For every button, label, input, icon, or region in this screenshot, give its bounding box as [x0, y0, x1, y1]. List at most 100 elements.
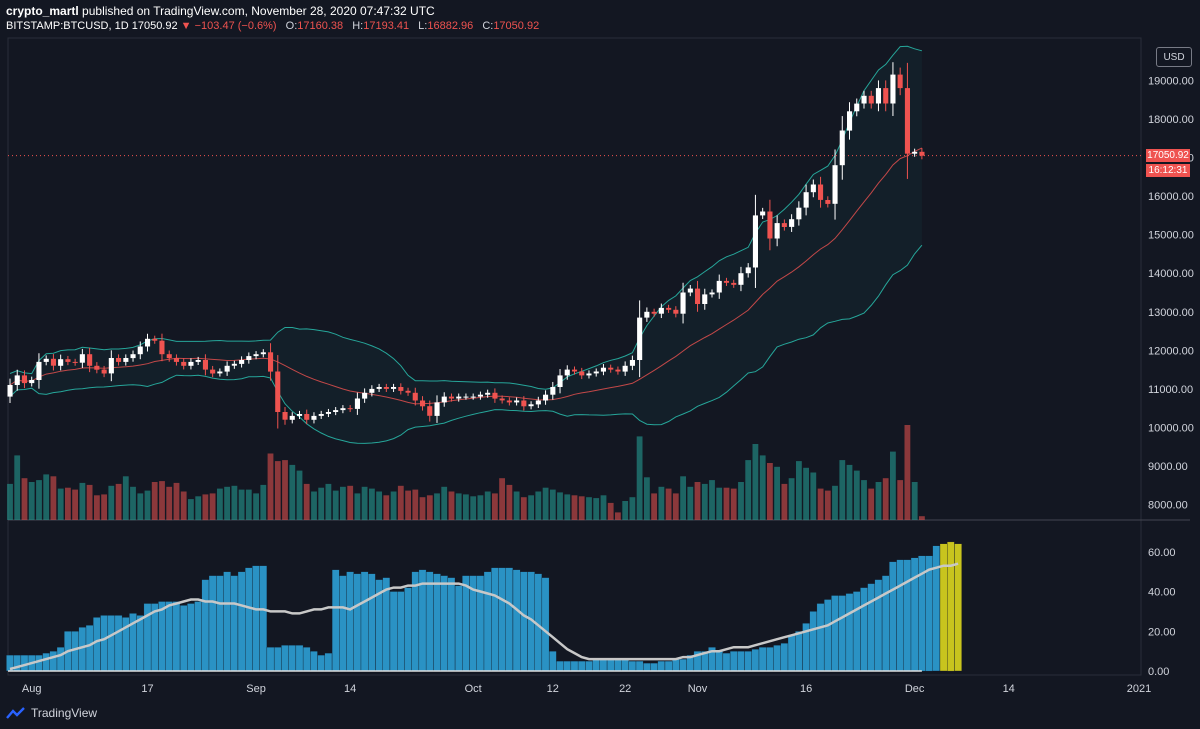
oscillator-bar: [599, 658, 608, 672]
oscillator-bar: [433, 573, 441, 672]
price-tick-label: 10000.00: [1148, 423, 1194, 435]
candle: [79, 348, 85, 368]
oscillator-bar: [621, 658, 629, 672]
oscillator-bar: [954, 543, 962, 672]
candle-body: [29, 380, 35, 384]
volume-bar: [173, 482, 180, 520]
candle-body: [369, 388, 375, 393]
candle: [781, 219, 787, 231]
oscillator-histogram: [6, 541, 962, 672]
volume-bar: [202, 494, 209, 521]
candle-body: [637, 317, 643, 360]
currency-badge[interactable]: USD: [1156, 47, 1192, 67]
candle-body: [362, 392, 368, 399]
candle: [275, 355, 281, 429]
oscillator-signal-line: [9, 562, 959, 671]
volume-bar: [644, 477, 650, 521]
candle-body: [745, 267, 751, 274]
time-tick-label: Dec: [905, 683, 925, 695]
candle: [304, 409, 310, 425]
candle-body: [854, 103, 860, 112]
volume-bar: [651, 493, 657, 520]
oscillator-bar: [353, 573, 362, 672]
oscillator-bar: [440, 575, 448, 672]
candle: [550, 381, 556, 400]
oscillator-bar: [614, 658, 622, 672]
candle-body: [65, 359, 71, 362]
oscillator-bar: [447, 577, 456, 672]
author-name[interactable]: crypto_martl: [6, 4, 79, 18]
candle-body: [695, 288, 701, 304]
candle: [586, 370, 592, 379]
candle-body: [543, 394, 549, 401]
candle-body: [239, 360, 245, 364]
last-price-tag: 17050.92: [1146, 148, 1190, 162]
candle: [376, 383, 382, 392]
band-lower-line: [9, 244, 923, 444]
candle: [166, 350, 172, 362]
volume-bar: [303, 483, 310, 520]
time-axis[interactable]: Aug 17 Sep 14 Oct 12 22 Nov 16 Dec 14 2021: [22, 683, 1151, 695]
candle: [101, 365, 107, 378]
candle-body: [847, 111, 853, 131]
oscillator-bar: [766, 647, 774, 672]
candle-body: [709, 292, 715, 295]
price-axis[interactable]: 8000.00 9000.00 10000.00 11000.00 12000.00 13…: [1148, 75, 1194, 511]
candle: [680, 282, 686, 324]
candle-body: [79, 354, 85, 363]
oscillator-bar: [563, 660, 571, 672]
oscillator-bar: [845, 593, 854, 672]
candle-body: [586, 373, 592, 376]
candle-body: [354, 398, 360, 409]
candle-body: [383, 387, 389, 389]
candle-body: [347, 408, 353, 410]
candle-body: [123, 358, 129, 362]
volume-bar: [672, 493, 679, 520]
candle: [912, 148, 918, 157]
candle-body: [325, 412, 331, 414]
candle: [535, 396, 541, 408]
volume-bar: [14, 455, 21, 520]
tradingview-footer[interactable]: TradingView: [6, 706, 97, 720]
volume-bar: [115, 483, 122, 520]
volume-bar: [36, 480, 42, 520]
candle: [333, 407, 339, 416]
candle-body: [340, 408, 346, 411]
oscillator-bar: [592, 658, 600, 672]
volume-bar: [578, 496, 585, 521]
candle: [289, 412, 295, 424]
volume-bar: [832, 485, 838, 520]
volume-bar: [282, 460, 288, 520]
candle-body: [311, 415, 317, 420]
candle-body: [818, 184, 824, 200]
volume-bar: [296, 470, 303, 520]
symbol-name[interactable]: BITSTAMP:BTCUSD, 1D: [6, 20, 129, 32]
candle: [108, 350, 114, 382]
candle-body: [514, 400, 520, 403]
oscillator-bar: [664, 660, 673, 672]
volume-bar: [759, 455, 766, 520]
candle-body: [159, 340, 165, 355]
candle: [723, 277, 729, 286]
volume-bar: [615, 512, 621, 520]
volume-bar: [426, 495, 433, 520]
volume-bar: [622, 501, 629, 520]
volume-bar: [882, 478, 889, 520]
candle-body: [246, 356, 252, 360]
oscillator-bar: [223, 571, 231, 672]
oscillator-bar: [867, 583, 875, 672]
oscillator-axis[interactable]: 0.00 20.00 40.00 60.00: [1148, 547, 1176, 678]
oscillator-bar: [903, 559, 912, 672]
candle-body: [752, 215, 758, 268]
candle: [29, 376, 35, 387]
candle-body: [904, 88, 910, 154]
candle-body: [391, 387, 397, 389]
volume-bar: [224, 486, 230, 521]
volume-bar: [513, 491, 520, 520]
time-tick-label: 14: [1003, 683, 1015, 695]
oscillator-bar: [824, 599, 832, 672]
countdown-tag: 16:12:31: [1146, 163, 1190, 177]
volume-bar: [557, 492, 563, 520]
oscillator-bar: [310, 651, 318, 672]
